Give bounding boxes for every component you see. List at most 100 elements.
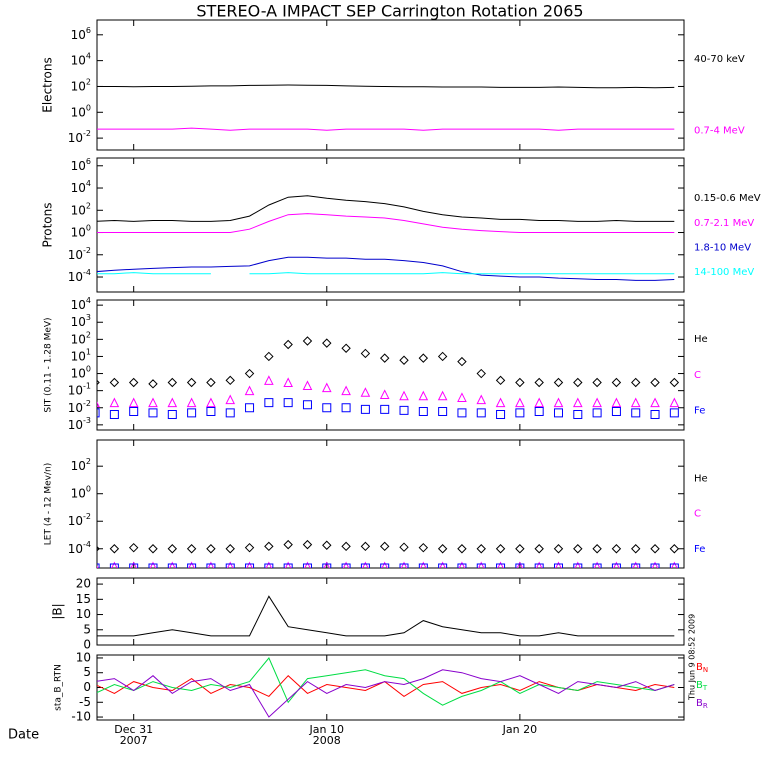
y-tick-label: 100 [71, 484, 91, 500]
legend-label: Fe [694, 406, 705, 417]
marker [264, 563, 274, 568]
marker [186, 377, 197, 388]
marker [515, 377, 525, 388]
marker [302, 336, 313, 346]
marker [225, 544, 235, 554]
marker [418, 390, 429, 401]
marker [186, 544, 197, 554]
y-tick-label: 102 [71, 330, 91, 346]
legend-name: B [696, 698, 703, 709]
tick-exp: 6 [86, 25, 91, 34]
marker [631, 377, 641, 388]
marker [515, 408, 525, 418]
tick-base: 10 [68, 247, 83, 261]
legend-label: 0.7-4 MeV [694, 126, 745, 137]
marker [380, 353, 390, 363]
marker [362, 561, 369, 568]
y-axis-label: LET (4 - 12 Mev/n) [44, 463, 54, 545]
marker [341, 343, 351, 353]
tick-base: 10 [71, 79, 86, 93]
marker [109, 397, 120, 408]
marker [457, 408, 467, 418]
legend-name: 14-100 MeV [694, 267, 754, 278]
series-group [97, 595, 675, 637]
marker [341, 541, 351, 552]
marker [206, 397, 216, 408]
marker [341, 403, 351, 413]
marker [148, 379, 158, 389]
y-tick-label: 10-2 [68, 398, 91, 414]
legend-label: BR [696, 698, 708, 710]
tick-base: 10 [71, 332, 86, 346]
marker [476, 408, 486, 418]
tick-base: 10 [71, 105, 86, 119]
tick-exp: 2 [86, 457, 91, 466]
marker [206, 407, 216, 417]
y-tick-label: 15 [76, 592, 91, 606]
tick-exp: 2 [86, 77, 91, 86]
tick-exp: 6 [86, 156, 91, 165]
legend-name: 0.7-4 MeV [694, 126, 745, 137]
marker [360, 387, 371, 397]
y-tick-label: 101 [71, 347, 91, 363]
series-group [97, 657, 675, 718]
marker [592, 544, 602, 554]
tick-exp: -2 [83, 398, 91, 407]
marker [148, 563, 158, 568]
marker [418, 407, 428, 417]
marker [302, 563, 312, 568]
y-tick-label: 106 [71, 25, 91, 41]
x-tick-sublabel: 2007 [120, 734, 148, 747]
series-line [97, 213, 675, 233]
marker [97, 545, 100, 552]
legend-label: Fe [694, 544, 705, 555]
y-tick-label: 100 [71, 364, 91, 380]
y-tick-label: 103 [71, 313, 91, 329]
marker [573, 377, 583, 388]
marker [399, 542, 409, 552]
marker [535, 561, 543, 568]
legend-name: Fe [694, 406, 705, 417]
legend-name: 1.8-10 MeV [694, 242, 751, 253]
tick-base: 10 [68, 131, 83, 145]
marker [109, 377, 120, 388]
marker [97, 379, 100, 386]
marker [573, 563, 583, 568]
legend-label: BN [696, 662, 708, 674]
timestamp: Thu Jun 9 08:52 2009 [688, 614, 697, 701]
marker [593, 561, 601, 568]
legend-label: 14-100 MeV [694, 267, 754, 278]
tick-exp: -3 [83, 415, 91, 424]
marker [148, 397, 158, 408]
tick-base: 10 [71, 225, 86, 239]
marker [264, 398, 274, 408]
legend-subscript: N [703, 666, 708, 674]
legend-subscript: T [702, 684, 708, 692]
marker [630, 397, 641, 408]
marker [611, 397, 622, 408]
marker [283, 563, 293, 568]
tick-exp: -2 [83, 245, 91, 254]
legend-label: C [694, 509, 701, 520]
marker [109, 410, 119, 420]
marker [515, 544, 525, 554]
marker [438, 407, 448, 417]
series-group [97, 336, 680, 420]
marker [669, 544, 680, 554]
marker [245, 563, 255, 568]
y-axis-label: Electrons [41, 57, 55, 112]
marker [400, 561, 408, 568]
marker [148, 408, 158, 418]
marker [206, 377, 216, 388]
marker [553, 408, 563, 418]
y-tick-label: 10-3 [68, 415, 91, 431]
marker [631, 563, 641, 568]
marker [458, 561, 466, 568]
series-line [97, 669, 675, 718]
marker [322, 563, 332, 568]
legend-name: Fe [694, 544, 705, 555]
marker [360, 541, 371, 552]
y-tick-label: 10 [76, 607, 91, 621]
marker [380, 541, 390, 552]
series-group [97, 195, 675, 281]
